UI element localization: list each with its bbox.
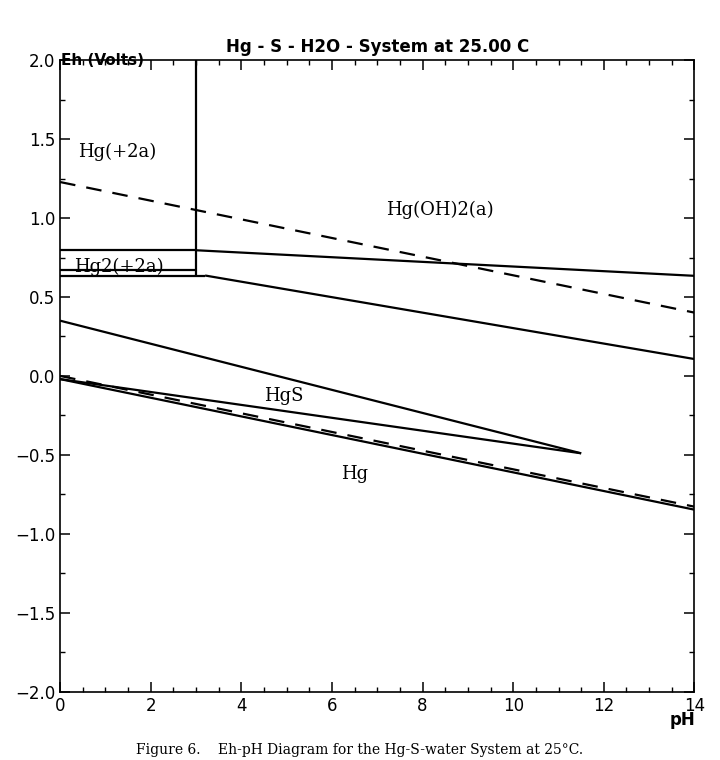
Title: Hg - S - H2O - System at 25.00 C: Hg - S - H2O - System at 25.00 C [225,38,529,55]
Text: HgS: HgS [264,388,304,406]
Text: pH: pH [670,711,696,729]
Text: Hg(+2a): Hg(+2a) [78,143,156,161]
Text: Hg(OH)2(a): Hg(OH)2(a) [387,201,494,220]
Text: Hg2(+2a): Hg2(+2a) [73,258,163,276]
Text: Hg: Hg [341,465,368,483]
Text: Figure 6.    Eh-pH Diagram for the Hg-S-water System at 25°C.: Figure 6. Eh-pH Diagram for the Hg-S-wat… [136,743,584,757]
Text: Eh (Volts): Eh (Volts) [61,53,144,68]
